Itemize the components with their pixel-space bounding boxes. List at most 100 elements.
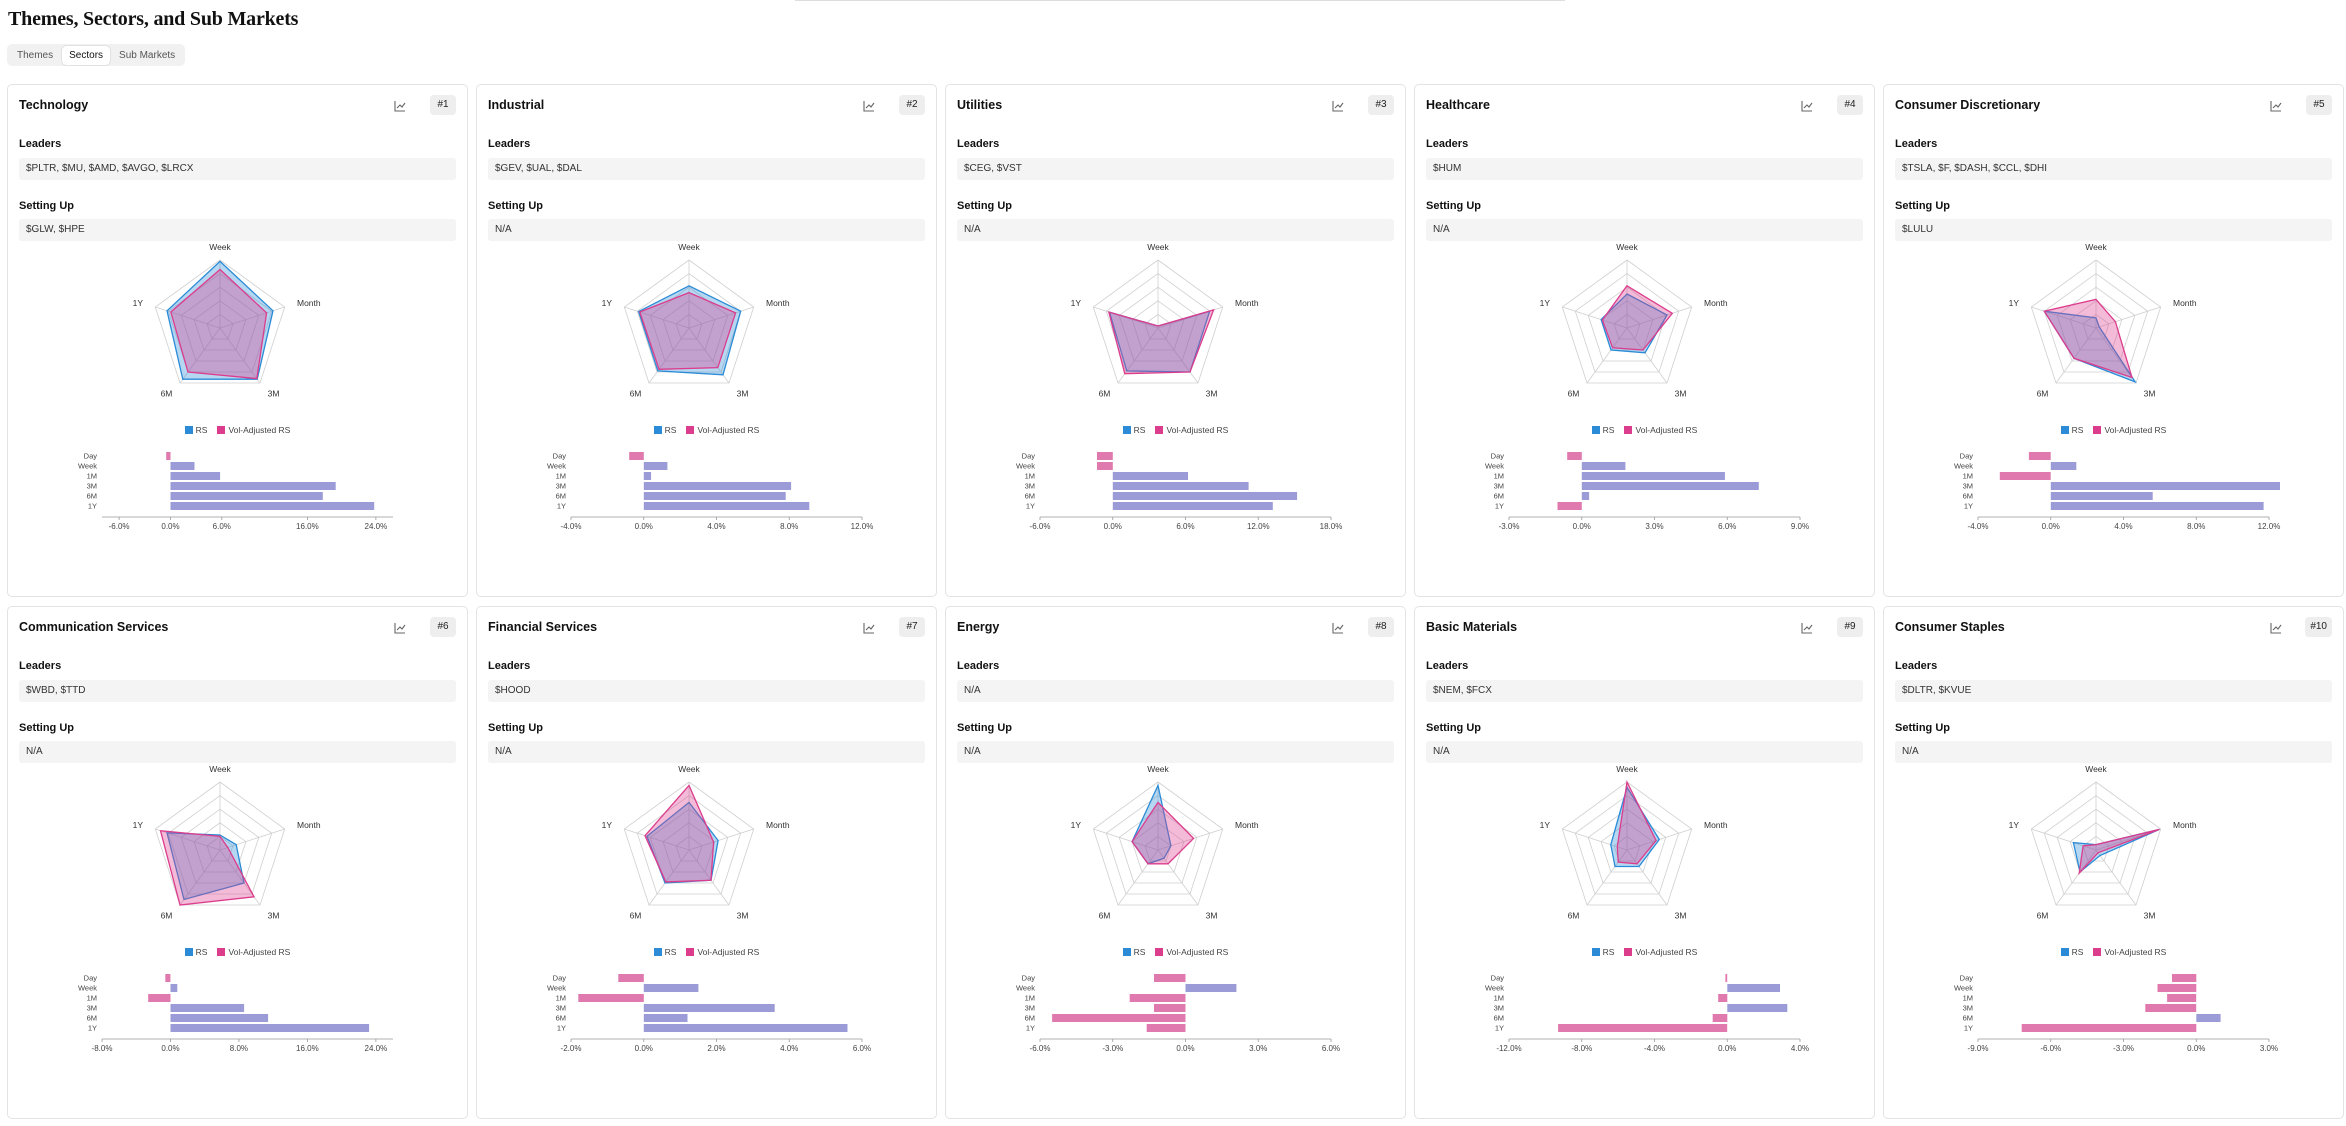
- bar-1m: [170, 472, 221, 480]
- radar-axis-label: Month: [1235, 820, 1259, 830]
- legend-item-vol-adjusted-rs[interactable]: Vol-Adjusted RS: [2093, 947, 2166, 957]
- bar-tick-label: 16.0%: [296, 1044, 319, 1053]
- bar-1y: [2021, 1024, 2197, 1032]
- setting-up-value: N/A: [1895, 741, 2332, 763]
- legend-item-rs[interactable]: RS: [184, 425, 208, 435]
- line-chart-icon[interactable]: [393, 99, 407, 113]
- vol-adjusted-rs-swatch: [2093, 948, 2102, 956]
- radar-grid-ring: [154, 259, 286, 384]
- setting-up-label: Setting Up: [488, 722, 543, 734]
- radar-grid-ring: [154, 781, 286, 906]
- bar-category-label: 1Y: [88, 1024, 97, 1033]
- line-chart-icon[interactable]: [2269, 99, 2283, 113]
- bar-category-label: Week: [547, 984, 566, 993]
- tab-sectors[interactable]: Sectors: [62, 45, 111, 65]
- legend: RS Vol-Adjusted RS: [8, 425, 467, 435]
- bar-3m: [170, 482, 336, 490]
- legend-item-rs[interactable]: RS: [184, 947, 207, 957]
- radar-spoke: [1626, 327, 1668, 384]
- rs-swatch: [1591, 948, 1600, 956]
- radar-grid-ring: [193, 822, 247, 873]
- line-chart-icon[interactable]: [862, 621, 876, 635]
- bar-1m: [1129, 994, 1186, 1002]
- line-chart-icon[interactable]: [393, 621, 407, 635]
- bar-1y: [643, 502, 810, 510]
- legend-item-rs[interactable]: RS: [2060, 947, 2083, 957]
- setting-up-value: N/A: [1426, 219, 1863, 241]
- line-chart-icon[interactable]: [862, 99, 876, 113]
- setting-up-value: $LULU: [1895, 219, 2332, 241]
- bar-tick-label: -6.0%: [1030, 1044, 1051, 1053]
- legend-item-vol-adjusted-rs[interactable]: Vol-Adjusted RS: [1155, 425, 1228, 435]
- legend-item-vol-adjusted-rs[interactable]: Vol-Adjusted RS: [1624, 425, 1697, 435]
- leaders-value: $NEM, $FCX: [1426, 680, 1863, 702]
- radar-grid-ring: [1131, 822, 1185, 873]
- legend-item-rs[interactable]: RS: [1591, 947, 1614, 957]
- bar-tick-label: 24.0%: [365, 522, 388, 531]
- radar-grid-ring: [1574, 795, 1680, 895]
- radar-axis-label: Month: [2173, 298, 2197, 308]
- leaders-label: Leaders: [1426, 138, 1469, 150]
- radar-grid-ring: [2069, 822, 2123, 873]
- line-chart-icon[interactable]: [2269, 621, 2283, 635]
- vol-adjusted-rs-polygon: [638, 291, 737, 370]
- radar-axis-label: Week: [2085, 242, 2107, 252]
- bar-tick-label: 0.0%: [1176, 1044, 1194, 1053]
- card-title: Utilities: [957, 98, 1003, 112]
- legend: RS Vol-Adjusted RS: [477, 947, 936, 957]
- legend-item-vol-adjusted-rs[interactable]: Vol-Adjusted RS: [217, 947, 290, 957]
- line-chart-icon[interactable]: [1800, 621, 1814, 635]
- rs-polygon: [2043, 310, 2137, 384]
- radar-chart: Week Month 3M 6M 1Y: [2009, 242, 2197, 399]
- legend-item-vol-adjusted-rs[interactable]: Vol-Adjusted RS: [2093, 425, 2166, 435]
- chart-axis: [2270, 623, 2281, 634]
- radar-spoke: [155, 306, 221, 329]
- bar-1m: [643, 472, 652, 480]
- legend-item-vol-adjusted-rs[interactable]: Vol-Adjusted RS: [1155, 947, 1228, 957]
- tab-themes[interactable]: Themes: [17, 49, 54, 61]
- rank-badge: #8: [1368, 617, 1394, 637]
- bar-tick-label: -4.0%: [1968, 522, 1989, 531]
- radar-axis-label: 3M: [1675, 911, 1687, 921]
- radar-grid-ring: [167, 795, 273, 895]
- radar-grid-ring: [2069, 300, 2123, 351]
- legend-item-rs[interactable]: RS: [1122, 425, 1145, 435]
- vol-adjusted-rs-swatch: [686, 426, 695, 434]
- radar-grid-ring: [1613, 835, 1641, 862]
- legend-item-rs[interactable]: RS: [653, 947, 676, 957]
- setting-up-label: Setting Up: [957, 722, 1012, 734]
- legend-label: RS: [195, 425, 208, 435]
- bar-category-label: Day: [1022, 452, 1036, 461]
- legend-item-rs[interactable]: RS: [1122, 947, 1145, 957]
- radar-axis-label: 3M: [1206, 911, 1218, 921]
- bar-1y: [1146, 1024, 1186, 1032]
- card-title: Financial Services: [488, 620, 598, 634]
- bar-category-label: 1M: [87, 472, 97, 481]
- vol-adjusted-rs-polygon: [1616, 779, 1657, 865]
- tab-sub-markets[interactable]: Sub Markets: [119, 49, 176, 61]
- radar-axis-label: 6M: [161, 911, 173, 921]
- legend-item-vol-adjusted-rs[interactable]: Vol-Adjusted RS: [1624, 947, 1697, 957]
- legend-item-vol-adjusted-rs[interactable]: Vol-Adjusted RS: [217, 425, 290, 435]
- radar-chart: Week Month 3M 6M 1Y: [2009, 764, 2197, 921]
- legend-item-vol-adjusted-rs[interactable]: Vol-Adjusted RS: [686, 947, 759, 957]
- legend-item-rs[interactable]: RS: [653, 425, 676, 435]
- bar-tick-label: -4.0%: [561, 522, 582, 531]
- bar-1m: [2167, 994, 2197, 1002]
- bar-tick-label: 24.0%: [365, 1044, 388, 1053]
- setting-up-label: Setting Up: [19, 200, 74, 212]
- line-chart-icon[interactable]: [1331, 621, 1345, 635]
- radar-axis-label: 3M: [1675, 389, 1687, 399]
- bar-tick-label: -2.0%: [561, 1044, 582, 1053]
- line-chart-icon[interactable]: [1331, 99, 1345, 113]
- legend-item-rs[interactable]: RS: [2060, 425, 2083, 435]
- legend-item-vol-adjusted-rs[interactable]: Vol-Adjusted RS: [686, 425, 759, 435]
- radar-spoke: [2055, 849, 2097, 906]
- line-chart-icon[interactable]: [1800, 99, 1814, 113]
- bar-day: [165, 974, 171, 982]
- vol-adjusted-rs-swatch: [217, 426, 226, 434]
- rs-swatch: [1591, 426, 1600, 434]
- radar-grid-ring: [2082, 313, 2110, 340]
- bar-category-label: 6M: [1963, 1014, 1973, 1023]
- legend-item-rs[interactable]: RS: [1591, 425, 1614, 435]
